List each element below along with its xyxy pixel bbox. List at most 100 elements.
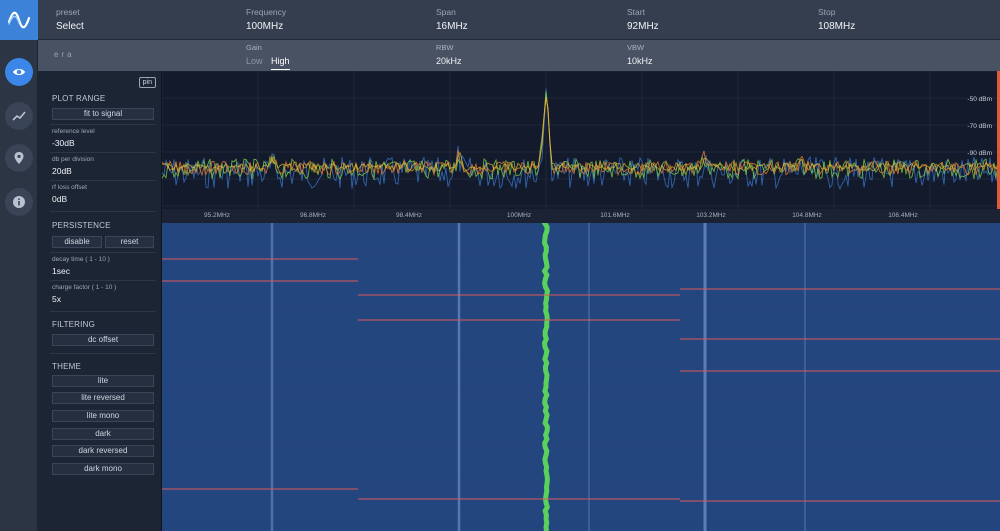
waterfall-row [162,454,1000,457]
stop-label: Stop [818,7,836,17]
waterfall-row [162,310,1000,313]
rbw-field[interactable]: RBW 20kHz [436,43,462,68]
dbm-label: -50 dBm [967,96,992,103]
decay-time-value[interactable]: 1sec [52,266,70,276]
theme-dark-reversed-button[interactable]: dark reversed [52,445,154,457]
waterfall-row [162,337,1000,340]
view-spectrum-button[interactable] [5,58,33,86]
theme-lite-button[interactable]: lite [52,375,154,387]
divider [50,311,156,312]
app-logo[interactable] [0,0,38,40]
vbw-field[interactable]: VBW 10kHz [627,43,653,68]
view-map-button[interactable] [5,144,33,172]
waterfall-row [162,262,1000,265]
waterfall-row [162,508,1000,511]
spectrum-trace-3 [161,96,1000,173]
waterfall-row [162,499,1000,502]
waterfall-row [162,349,1000,352]
waterfall-row [162,268,1000,271]
waterfall-row [162,511,1000,514]
vbw-value: 10kHz [627,56,653,66]
gain-high-option[interactable]: High [271,54,290,70]
waterfall-faint-carrier [457,223,461,531]
waterfall-row [162,409,1000,412]
freq-tick: 96.8MHz [299,212,327,219]
waterfall-row [162,322,1000,325]
start-label: Start [627,7,645,17]
rf-loss-offset-label: rf loss offset [52,184,87,191]
waterfall-row [162,421,1000,424]
dbm-label: -70 dBm [967,123,992,130]
waterfall-row [162,301,1000,304]
span-label: Span [436,7,456,17]
waterfall-row [162,316,1000,319]
map-pin-icon [14,152,24,164]
waterfall-row [162,355,1000,358]
theme-lite-reversed-button[interactable]: lite reversed [52,392,154,404]
waterfall-row [162,331,1000,334]
gain-low-option[interactable]: Low [246,56,263,66]
theme-lite-mono-button[interactable]: lite mono [52,410,154,422]
waterfall-row [162,481,1000,484]
waterfall-row [162,526,1000,529]
waterfall-row [162,478,1000,481]
spectrum-trace-plot[interactable]: -50 dBm -70 dBm -90 dBm [161,70,1000,209]
reset-persistence-button[interactable]: reset [105,236,154,248]
divider [50,180,156,181]
waterfall-row [162,424,1000,427]
db-per-division-value[interactable]: 20dB [52,166,72,176]
waterfall-row [162,502,1000,505]
frequency-field[interactable]: Frequency 100MHz [246,7,286,34]
waterfall-row [162,229,1000,232]
waterfall-row [162,520,1000,523]
view-chart-button[interactable] [5,102,33,130]
waterfall-row [162,373,1000,376]
waterfall-row [162,436,1000,439]
waterfall-row [162,472,1000,475]
waterfall-row [162,286,1000,289]
charge-factor-value[interactable]: 5x [52,294,61,304]
frequency-value: 100MHz [246,21,284,32]
stop-field[interactable]: Stop 108MHz [818,7,855,34]
waterfall-row [162,283,1000,286]
filtering-heading: FILTERING [52,320,95,329]
waterfall-row [162,226,1000,229]
waterfall-display[interactable] [162,223,1000,531]
disable-persistence-button[interactable]: disable [52,236,102,248]
view-info-button[interactable] [5,188,33,216]
theme-dark-mono-button[interactable]: dark mono [52,463,154,475]
waterfall-row [162,517,1000,520]
rf-loss-offset-value[interactable]: 0dB [52,194,68,204]
divider [50,152,156,153]
waterfall-row [162,418,1000,421]
preset-select[interactable]: preset Select [56,7,84,34]
waterfall-row [162,325,1000,328]
waterfall-row [162,340,1000,343]
dbm-label: -90 dBm [967,150,992,157]
theme-dark-button[interactable]: dark [52,428,154,440]
waterfall-row [162,367,1000,370]
waterfall-row [162,271,1000,274]
waterfall-row [162,394,1000,397]
waterfall-row [162,514,1000,517]
waterfall-row [162,289,1000,292]
reference-level-value[interactable]: -30dB [52,138,75,148]
waterfall-row [162,319,1000,322]
waterfall-row [162,250,1000,253]
waterfall-row [162,277,1000,280]
waterfall-row [162,463,1000,466]
waterfall-row [162,397,1000,400]
pin-button[interactable]: pin [138,77,156,88]
waterfall-row [162,241,1000,244]
waterfall-row [162,235,1000,238]
waterfall-row [162,376,1000,379]
waterfall-row [162,313,1000,316]
start-field[interactable]: Start 92MHz [627,7,659,34]
waterfall-row [162,430,1000,433]
span-field[interactable]: Span 16MHz [436,7,468,34]
gain-label: Gain [246,43,262,52]
theme-heading: THEME [52,362,81,371]
dc-offset-button[interactable]: dc offset [52,334,154,346]
fit-to-signal-button[interactable]: fit to signal [52,108,154,120]
preset-value: Select [56,21,84,32]
